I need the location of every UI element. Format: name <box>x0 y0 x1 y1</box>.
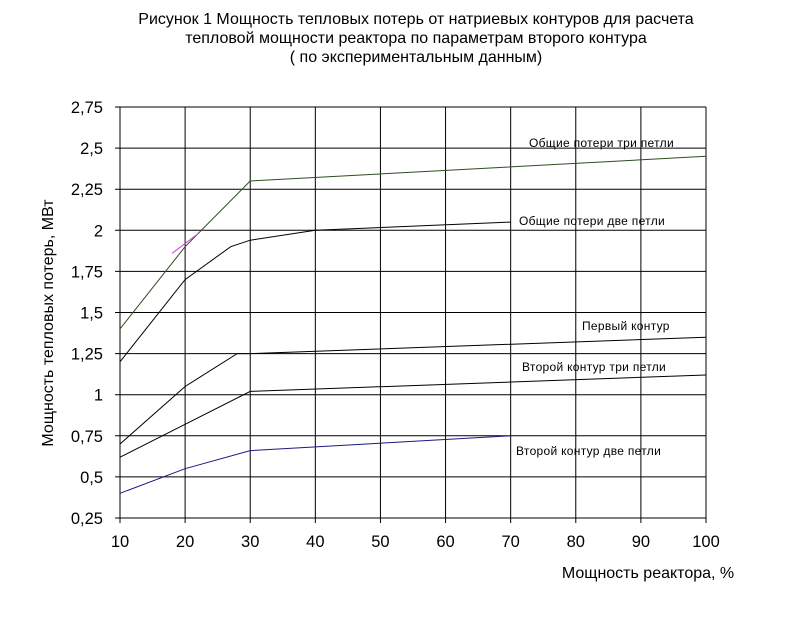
tick-labels: 0,25 0,5 0,75 1 1,25 1,5 1,75 2 2,25 2,5 2,75 10 20 3… <box>71 99 720 551</box>
series-accent-segment <box>171 233 199 254</box>
y-tick-label: 1 <box>94 387 103 405</box>
x-tick-label: 60 <box>436 533 454 551</box>
x-tick-label: 100 <box>692 533 720 551</box>
x-axis-title: Мощность реактора, % <box>562 565 734 582</box>
y-tick-label: 1,25 <box>71 346 103 364</box>
y-axis-title: Мощность тепловых потерь, МВт <box>40 199 57 447</box>
series-line <box>119 435 511 494</box>
chart-title-line-3: ( по экспериментальным данным) <box>289 49 543 66</box>
series-label: Второй контур три петли <box>522 360 666 374</box>
series-line <box>119 155 707 330</box>
series-label: Общие потери две петли <box>519 214 665 228</box>
series-line <box>119 221 511 363</box>
chart-title-line-1: Рисунок 1 Мощность тепловых потерь от на… <box>138 11 694 28</box>
y-tick-label: 2 <box>94 222 103 240</box>
x-tick-label: 30 <box>241 533 259 551</box>
chart-title: Рисунок 1 Мощность тепловых потерь от на… <box>0 10 807 67</box>
grid <box>115 106 707 523</box>
y-tick-label: 1,5 <box>80 305 103 323</box>
x-tick-label: 70 <box>501 533 519 551</box>
y-tick-label: 0,25 <box>71 510 103 528</box>
y-tick-label: 1,75 <box>71 263 103 281</box>
series-label: Первый контур <box>582 319 670 333</box>
x-tick-label: 50 <box>371 533 389 551</box>
series-labels: Общие потери три петли Общие потери две п… <box>516 136 674 458</box>
y-tick-label: 2,5 <box>80 140 103 158</box>
x-tick-label: 80 <box>567 533 585 551</box>
x-tick-label: 20 <box>176 533 194 551</box>
chart-title-line-2: тепловой мощности реактора по параметрам… <box>185 30 647 47</box>
series-line <box>119 374 707 458</box>
x-tick-label: 10 <box>111 533 129 551</box>
y-tick-label: 2,25 <box>71 181 103 199</box>
series-label: Второй контур две петли <box>516 444 661 458</box>
y-tick-label: 0,5 <box>80 469 103 487</box>
x-tick-label: 40 <box>306 533 324 551</box>
y-tick-label: 2,75 <box>71 99 103 117</box>
x-tick-label: 90 <box>632 533 650 551</box>
series-line <box>119 336 707 445</box>
series-group <box>119 155 707 494</box>
y-tick-label: 0,75 <box>71 428 103 446</box>
series-label: Общие потери три петли <box>529 136 674 150</box>
